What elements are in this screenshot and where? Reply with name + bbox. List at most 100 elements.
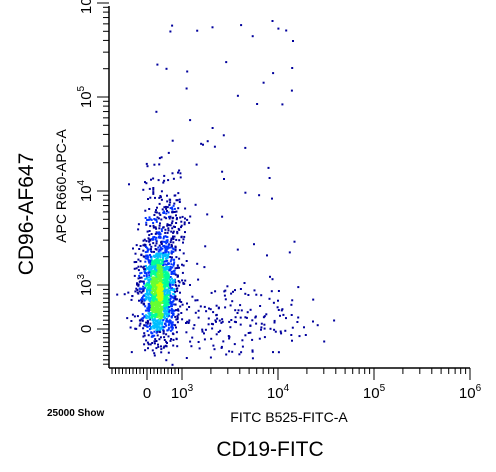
data-point [154,248,157,250]
data-point [203,338,206,341]
data-point [149,312,152,314]
data-point [177,275,179,278]
data-point [153,163,156,166]
data-point [151,238,153,241]
data-point [142,285,145,288]
data-point [181,303,184,306]
data-point [164,290,167,292]
data-point [145,265,147,267]
data-point [231,300,234,303]
data-point [157,287,160,290]
data-point [145,296,148,299]
data-point [165,205,167,208]
data-point [162,285,165,288]
data-point [164,316,167,319]
data-point [140,287,142,290]
data-point [166,296,169,299]
data-point [155,310,158,313]
data-point [178,266,180,269]
data-point [176,290,179,293]
data-point [217,331,220,333]
data-point [161,269,164,272]
data-point [175,331,178,334]
data-point [162,330,165,333]
data-point [167,327,170,330]
data-point [144,251,147,254]
data-point [176,232,179,235]
data-point [136,291,139,294]
data-point [147,258,150,261]
data-point [174,249,177,252]
data-point [167,244,170,247]
data-point [155,239,158,242]
data-point [164,283,167,286]
data-point [174,297,177,300]
data-point [212,311,215,314]
data-point [150,300,153,303]
data-point [145,273,148,276]
data-point [154,289,157,291]
data-point [221,320,224,323]
data-point [150,233,153,235]
data-point [273,319,276,322]
data-point [157,284,160,287]
data-point [201,330,204,333]
data-point [170,322,173,325]
data-point [139,272,142,275]
data-point [175,238,178,241]
data-point [146,283,149,286]
data-point [137,277,140,280]
data-point [255,322,258,325]
data-point [281,103,284,106]
data-point [220,345,223,348]
data-point [145,240,148,243]
data-point [189,340,192,343]
data-point [139,322,142,325]
data-point [143,315,146,318]
data-point [135,244,138,247]
data-point [156,216,159,219]
data-point [176,315,179,318]
data-point [167,224,169,226]
data-point [266,254,268,257]
data-point [154,218,157,221]
plot-frame [108,6,470,369]
data-point [159,213,162,216]
data-point [176,267,179,269]
data-point [239,316,242,319]
data-point [137,228,140,231]
data-point [234,316,237,319]
data-point [149,218,152,221]
data-point [170,263,173,266]
data-point [157,318,160,321]
data-point [157,269,160,272]
data-point [150,280,153,283]
data-point [213,145,216,148]
data-point [148,291,151,294]
data-point [244,316,247,319]
data-point [159,305,162,308]
data-point [181,271,184,274]
data-point [281,308,284,311]
data-point [153,283,156,286]
data-point [154,294,157,297]
data-point [161,253,164,256]
data-point [164,235,167,238]
data-point [165,263,168,266]
data-point [144,209,147,212]
data-point [151,349,154,352]
data-point [163,240,166,243]
data-point [196,299,199,302]
data-point [204,245,207,248]
data-point [156,284,159,287]
data-point [212,323,214,326]
y-tick-label: 104 [76,179,95,202]
data-point [247,294,250,296]
data-point [169,309,172,312]
data-point [153,255,156,257]
data-point [277,309,280,311]
data-point [171,279,174,282]
data-point [154,291,157,294]
data-point [148,281,151,283]
data-point [174,315,177,318]
